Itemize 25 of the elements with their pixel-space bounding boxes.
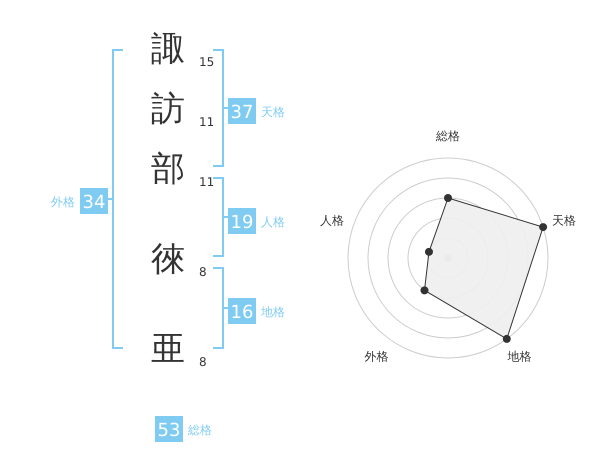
spoke-label: 天格 <box>552 213 576 228</box>
category-label: 外格 <box>51 195 75 209</box>
spoke-label: 総格 <box>435 129 460 143</box>
data-label: 15 <box>199 55 214 69</box>
spoke-label: 地格 <box>506 350 532 364</box>
data-label: 11 <box>199 175 214 189</box>
category-label: 訪 <box>151 89 185 129</box>
data-label: 34 <box>82 192 106 213</box>
category-label: 諏 <box>151 29 185 69</box>
category-label: 徠 <box>151 239 185 279</box>
category-label: 天格 <box>261 105 285 119</box>
category-label: 地格 <box>260 305 285 319</box>
data-label: 8 <box>199 355 207 369</box>
data-label: 11 <box>199 115 214 129</box>
data-label: 8 <box>199 265 207 279</box>
category-label: 部 <box>151 149 185 189</box>
data-label: 53 <box>158 420 180 441</box>
category-label: 人格 <box>261 215 285 229</box>
spoke-label: 人格 <box>320 213 344 228</box>
category-label: 亜 <box>151 329 185 369</box>
data-label: 37 <box>230 102 254 123</box>
category-label: 総格 <box>187 423 212 437</box>
data-label: 19 <box>230 212 254 233</box>
data-label: 16 <box>230 302 254 323</box>
spoke-label: 外格 <box>364 350 388 364</box>
